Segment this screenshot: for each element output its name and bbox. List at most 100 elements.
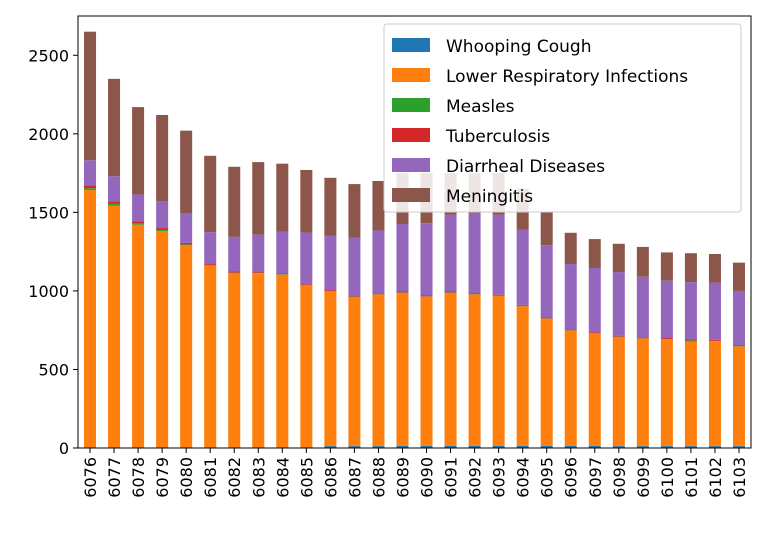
bar-6094-series-4 — [516, 229, 529, 305]
bar-6102-series-5 — [708, 253, 721, 283]
bar-6102-series-0 — [708, 446, 721, 448]
x-tick-label-6089: 6089 — [393, 457, 412, 498]
bar-6077-series-1 — [108, 205, 121, 448]
x-tick-label-6099: 6099 — [634, 457, 653, 498]
x-tick-label-6101: 6101 — [682, 457, 701, 498]
bar-6083-series-3 — [252, 271, 265, 273]
bar-6076-series-1 — [84, 190, 97, 448]
bar-6083-series-4 — [252, 234, 265, 272]
bar-6080-series-5 — [180, 130, 193, 213]
x-tick-label-6096: 6096 — [562, 457, 581, 498]
y-axis: 0 500 1000 1500 2000 2500 — [28, 46, 78, 458]
legend-swatch-1 — [392, 68, 430, 82]
legend-swatch-0 — [392, 38, 430, 52]
bar-6082-series-4 — [228, 236, 241, 272]
legend-label-4: Diarrheal Diseases — [446, 157, 605, 177]
bar-6097-series-3 — [588, 332, 601, 334]
bar-6099-series-1 — [636, 338, 649, 447]
bar-6095-series-0 — [540, 445, 553, 448]
x-tick-label-6100: 6100 — [658, 457, 677, 498]
bar-6101-series-1 — [684, 341, 697, 447]
bar-6103-series-4 — [732, 290, 745, 346]
bar-6090-series-4 — [420, 223, 433, 296]
bar-6103-series-0 — [732, 446, 745, 448]
bar-6096-series-4 — [564, 264, 577, 330]
bar-6096-series-3 — [564, 329, 577, 331]
bar-6096-series-0 — [564, 445, 577, 448]
bar-6088-series-3 — [372, 293, 385, 295]
x-tick-label-6085: 6085 — [297, 457, 316, 498]
bar-6093-series-0 — [492, 445, 505, 448]
bar-6100-series-5 — [660, 252, 673, 281]
bar-6081-series-4 — [204, 232, 217, 264]
bar-6078-series-4 — [132, 194, 145, 222]
x-tick-label-6102: 6102 — [706, 457, 725, 498]
bar-6088-series-5 — [372, 180, 385, 231]
bar-6077-series-4 — [108, 176, 121, 202]
bar-6092-series-1 — [468, 294, 481, 446]
bar-6098-series-3 — [612, 335, 625, 337]
x-tick-label-6095: 6095 — [538, 457, 557, 498]
bar-6095-series-5 — [540, 212, 553, 246]
bar-6090-series-1 — [420, 296, 433, 446]
bar-6079-series-4 — [156, 201, 169, 229]
x-tick-label-6103: 6103 — [730, 457, 749, 498]
bar-6079-series-3 — [156, 228, 169, 230]
bar-6094-series-0 — [516, 445, 529, 448]
bar-6092-series-3 — [468, 293, 481, 295]
bar-6077-series-2 — [108, 203, 121, 206]
bar-6080-series-2 — [180, 244, 193, 246]
bar-6092-series-4 — [468, 212, 481, 294]
bar-6076-series-2 — [84, 188, 97, 191]
bar-6099-series-0 — [636, 446, 649, 448]
legend-swatch-3 — [392, 128, 430, 142]
bar-6099-series-5 — [636, 246, 649, 277]
plot-frame — [77, 15, 752, 449]
bar-6089-series-0 — [396, 445, 409, 448]
bar-6094-series-1 — [516, 306, 529, 446]
legend-swatch-5 — [392, 188, 430, 202]
bar-6101-series-0 — [684, 446, 697, 448]
bar-6087-series-5 — [348, 184, 361, 238]
bar-6091-series-4 — [444, 214, 457, 292]
bar-6103-series-1 — [732, 346, 745, 447]
bar-6076-series-4 — [84, 160, 97, 186]
bar-6084-series-5 — [276, 163, 289, 232]
bar-6089-series-1 — [396, 292, 409, 446]
bar-6081-series-5 — [204, 155, 217, 233]
bar-6098-series-1 — [612, 336, 625, 447]
x-tick-label-6080: 6080 — [177, 457, 196, 498]
bar-6095-series-3 — [540, 317, 553, 319]
bar-6088-series-0 — [372, 446, 385, 448]
bar-6095-series-1 — [540, 318, 553, 446]
bar-6090-series-3 — [420, 295, 433, 297]
bar-6097-series-0 — [588, 445, 601, 448]
bar-6087-series-4 — [348, 237, 361, 296]
bar-6102-series-3 — [708, 339, 721, 341]
bar-6078-series-3 — [132, 221, 145, 224]
bar-6097-series-1 — [588, 333, 601, 446]
x-tick-label-6082: 6082 — [225, 457, 244, 498]
bar-6076-series-5 — [84, 31, 97, 161]
y-tick-label-2000: 2000 — [28, 125, 69, 144]
bar-6096-series-5 — [564, 232, 577, 265]
bar-6076-series-3 — [84, 185, 97, 189]
bar-6084-series-1 — [276, 274, 289, 448]
bar-6086-series-4 — [324, 235, 337, 291]
bar-6089-series-3 — [396, 291, 409, 293]
bar-6080-series-4 — [180, 212, 193, 243]
legend: Whooping Cough Lower Respiratory Infectio… — [383, 23, 742, 213]
bar-6100-series-1 — [660, 339, 673, 447]
legend-swatch-2 — [392, 98, 430, 112]
x-tick-label-6078: 6078 — [129, 457, 148, 498]
x-tick-label-6092: 6092 — [466, 457, 485, 498]
legend-box — [383, 23, 742, 213]
bar-6084-series-3 — [276, 273, 289, 275]
bar-6086-series-1 — [324, 291, 337, 447]
bar-6102-series-1 — [708, 341, 721, 447]
bar-6096-series-1 — [564, 330, 577, 446]
bar-6085-series-4 — [300, 232, 313, 285]
bar-6089-series-4 — [396, 223, 409, 292]
bar-6098-series-4 — [612, 272, 625, 336]
